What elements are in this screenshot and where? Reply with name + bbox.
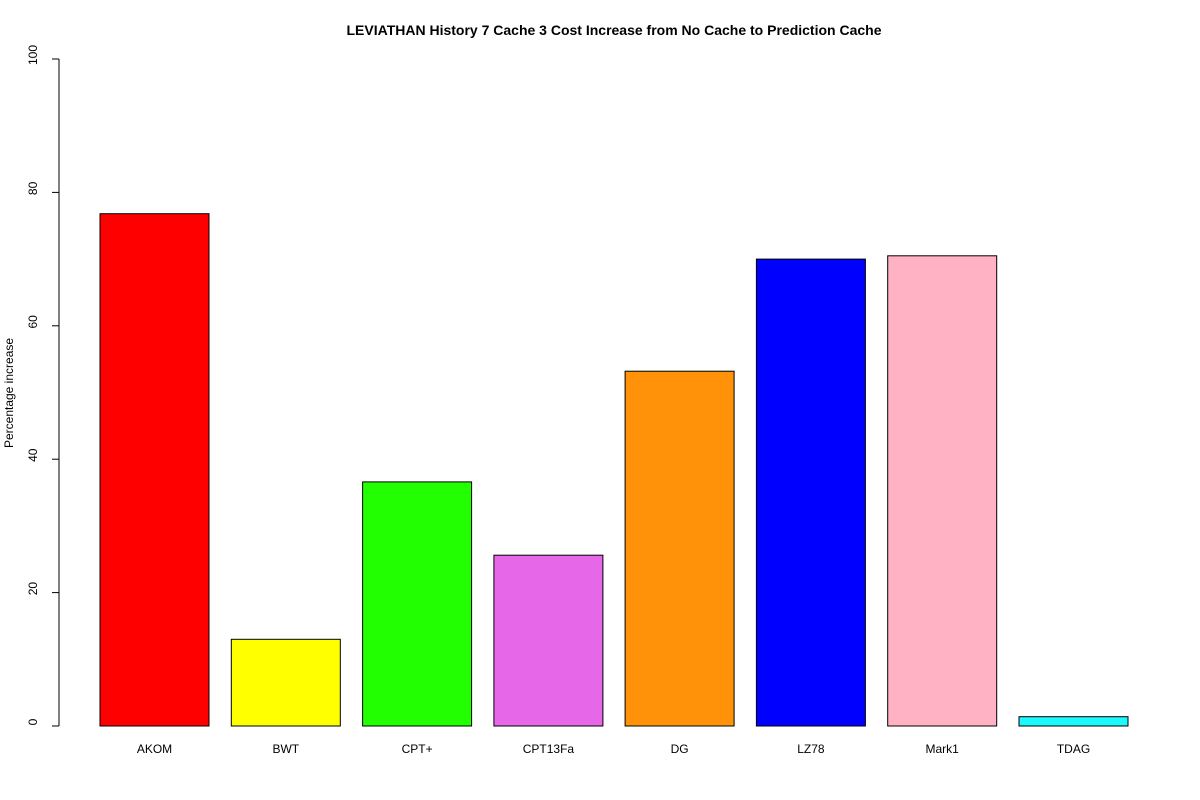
bar-lz78 — [755, 258, 866, 727]
bar-cpt13fa — [493, 554, 604, 727]
y-tick-label: 60 — [26, 315, 40, 329]
x-category-label: Mark1 — [926, 742, 960, 756]
chart-title: LEVIATHAN History 7 Cache 3 Cost Increas… — [347, 22, 882, 38]
y-tick-label: 100 — [26, 45, 40, 65]
category-labels: AKOM BWT CPT+ CPT13Fa DG LZ78 Mark1 TDAG — [137, 742, 1090, 756]
y-axis-label: Percentage increase — [2, 338, 16, 448]
y-tick-label: 80 — [26, 181, 40, 195]
x-category-label: LZ78 — [797, 742, 825, 756]
bar-mark1 — [887, 255, 998, 727]
x-category-label: AKOM — [137, 742, 172, 756]
y-tick-label: 40 — [26, 448, 40, 462]
x-category-label: DG — [671, 742, 689, 756]
bar-dg — [624, 370, 735, 727]
y-tick-label: 20 — [26, 582, 40, 596]
bar-bwt — [230, 638, 341, 727]
y-tick-label: 0 — [26, 718, 40, 725]
bars — [99, 213, 1129, 727]
bar-akom — [99, 213, 210, 727]
x-category-label: CPT+ — [402, 742, 433, 756]
bar-tdag — [1018, 716, 1129, 727]
x-category-label: BWT — [272, 742, 299, 756]
y-axis: 0 20 40 60 80 100 — [26, 45, 60, 727]
x-category-label: CPT13Fa — [523, 742, 575, 756]
bar-cpt- — [362, 481, 473, 727]
x-category-label: TDAG — [1057, 742, 1090, 756]
